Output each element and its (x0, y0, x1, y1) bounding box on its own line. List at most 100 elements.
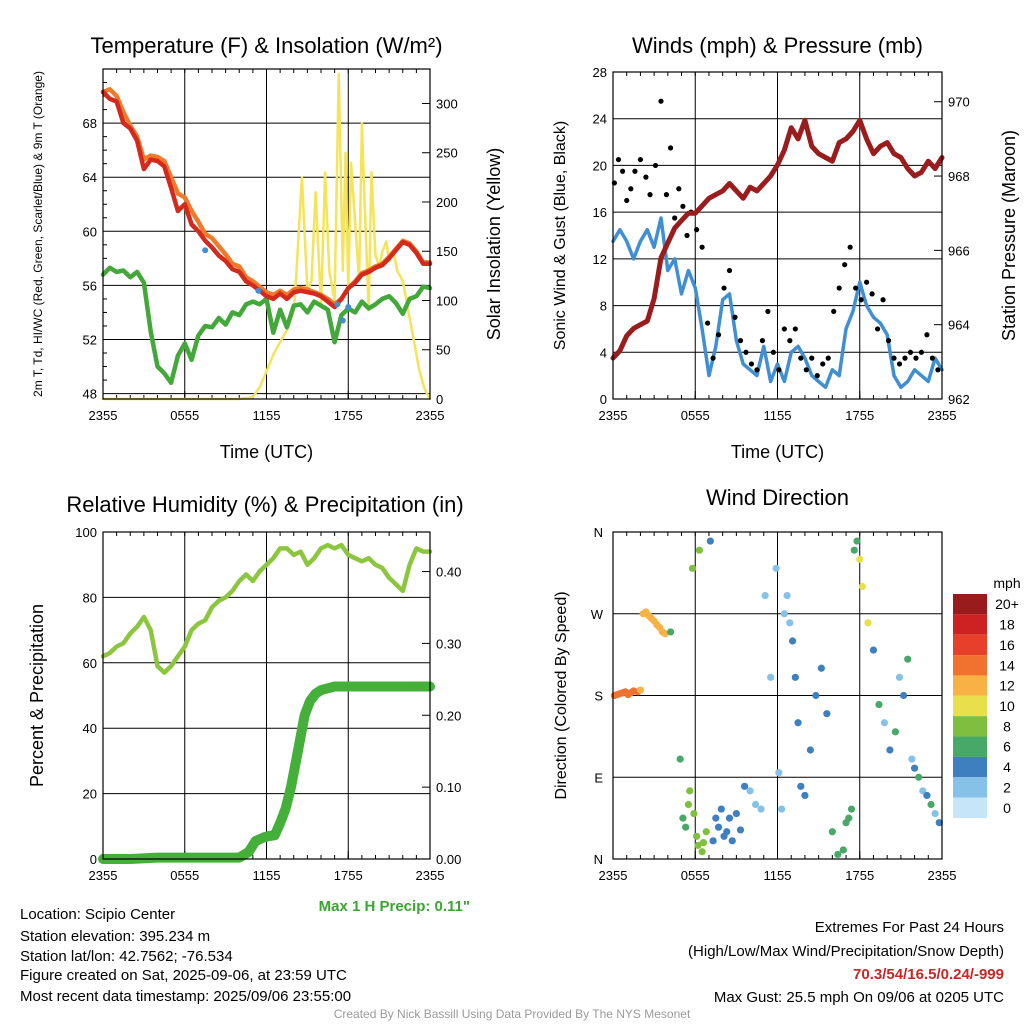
chart-title: Relative Humidity (%) & Precipitation (i… (66, 492, 463, 517)
gust-point (765, 308, 771, 315)
direction-point (853, 537, 861, 545)
x-tick-label: 1755 (334, 408, 363, 423)
gust-point (680, 203, 686, 209)
y-tick-label: S (594, 689, 603, 704)
direction-point (834, 850, 842, 859)
colorbar-label: 4 (1003, 759, 1011, 775)
direction-point (775, 769, 783, 777)
y2-tick-label: 200 (436, 195, 458, 210)
direction-point (891, 728, 899, 736)
y2-axis-label: Station Pressure (Maroon) (999, 130, 1019, 341)
footer-elevation: Station elevation: 395.234 m (20, 928, 211, 945)
gust-point (869, 291, 875, 297)
pressure-line (610, 117, 945, 361)
y2-tick-label: 0.40 (436, 565, 461, 580)
y-axis-label: Direction (Colored By Speed) (553, 591, 570, 799)
gust-point (803, 367, 809, 373)
gust-point (624, 197, 630, 204)
credit: Created By Nick Bassill Using Data Provi… (333, 1007, 691, 1021)
y2-tick-label: 100 (436, 293, 458, 308)
direction-point (806, 746, 815, 754)
y2-tick-label: 0.00 (436, 852, 461, 867)
y-tick-label: 20 (83, 787, 97, 802)
colorbar-label: 18 (999, 617, 1015, 633)
y-tick-label: 60 (83, 224, 97, 239)
gust-point (694, 227, 700, 233)
x-tick-label: 1755 (845, 868, 874, 883)
direction-point (847, 805, 856, 813)
rh-line (100, 542, 433, 675)
x-tick-label: 1155 (253, 408, 281, 423)
colorbar-swatch (953, 675, 987, 696)
y-tick-label: 56 (83, 278, 97, 293)
gust-point (699, 244, 705, 250)
gust-point (710, 355, 716, 361)
direction-point (751, 800, 760, 809)
colorbar-swatch (953, 777, 987, 798)
direction-point (732, 809, 740, 818)
colorbar-label: 20+ (995, 596, 1019, 612)
gust-point (754, 367, 760, 373)
extremes-title: Extremes For Past 24 Hours (814, 919, 1004, 936)
direction-point (817, 664, 825, 672)
gust-point (667, 145, 674, 151)
gust-point (836, 285, 842, 291)
gust-point (842, 262, 848, 268)
gust-point (684, 232, 690, 239)
direction-point (858, 582, 867, 591)
y-tick-label: W (591, 607, 604, 622)
gust-point (776, 367, 782, 373)
direction-point (927, 800, 935, 809)
heat-index-point (202, 247, 209, 254)
x-tick-label: 0555 (681, 408, 710, 423)
direction-point (875, 700, 883, 709)
y-tick-label: 20 (593, 158, 607, 173)
x-tick-label: 1755 (334, 868, 363, 883)
direction-point (886, 746, 894, 754)
x-tick-label: 2355 (599, 868, 628, 883)
direction-point (900, 691, 908, 700)
y-tick-label: 64 (83, 170, 97, 185)
direction-point (679, 814, 687, 822)
colorbar-label: 6 (1003, 739, 1011, 755)
colorbar-label: 16 (999, 637, 1015, 653)
direction-point (908, 755, 916, 763)
direction-point (869, 646, 878, 654)
colorbar-label: 0 (1003, 800, 1011, 816)
x-tick-label: 0555 (681, 868, 710, 883)
x-tick-label: 2355 (89, 408, 118, 423)
direction-point (694, 841, 702, 849)
x-tick-label: 2355 (416, 868, 445, 883)
y2-tick-label: 150 (436, 244, 458, 259)
y-tick-label: 24 (593, 112, 607, 127)
x-tick-label: 0555 (170, 408, 199, 423)
gust-point (935, 367, 941, 373)
direction-point (666, 628, 675, 636)
direction-point (923, 791, 931, 800)
y-tick-label: 48 (83, 387, 97, 402)
direction-point (801, 791, 809, 800)
gust-point (891, 355, 897, 361)
direction-point (935, 819, 943, 827)
y-tick-label: 0 (90, 852, 97, 867)
panel-1: 2355 0555 1155 1755 2355 48 52 56 60 64 68 0 50 100 15… (31, 33, 504, 462)
x-tick-label: 1155 (253, 868, 281, 883)
gust-point (619, 168, 626, 174)
gust-point (929, 355, 936, 361)
gust-point (658, 98, 664, 104)
y2-axis-label: Solar Insolation (Yellow) (484, 148, 504, 340)
direction-point (780, 610, 788, 618)
gust-point (672, 215, 678, 221)
plot-border (612, 531, 943, 860)
gust-point (902, 355, 908, 361)
direction-point (706, 537, 714, 545)
direction-point (702, 828, 710, 836)
direction-point (839, 846, 847, 854)
direction-point (794, 719, 802, 727)
gust-point (847, 244, 853, 250)
gust-point (637, 156, 644, 163)
direction-point (828, 828, 836, 836)
extremes-values: 70.3/54/16.5/0.24/-999 (853, 966, 1004, 983)
y2-tick-label: 962 (948, 392, 970, 407)
direction-point (693, 832, 701, 840)
